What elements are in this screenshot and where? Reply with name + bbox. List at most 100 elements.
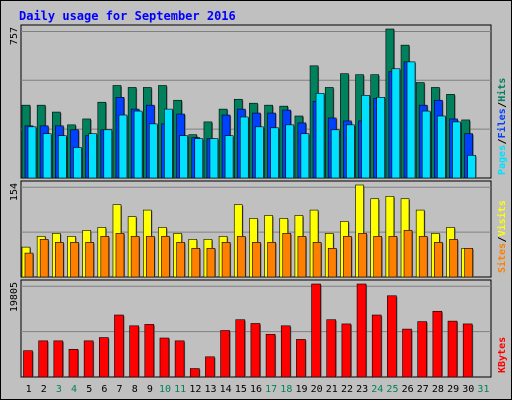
legend-visits: Visits (496, 200, 508, 236)
bar-sites (388, 236, 398, 278)
bar-kbytes (235, 319, 246, 378)
bar-kbytes (174, 340, 185, 378)
x-tick-label: 6 (101, 384, 107, 395)
bar-sites (221, 242, 231, 278)
x-tick-label: 22 (341, 384, 353, 395)
bar-pages (270, 127, 279, 179)
bar-kbytes (356, 283, 367, 378)
bar-sites (176, 242, 185, 278)
bar-pages (437, 115, 446, 179)
x-tick-label: 24 (371, 384, 383, 395)
bar-pages (239, 116, 249, 179)
bar-pages (88, 133, 97, 179)
bar-kbytes (432, 310, 443, 378)
bar-kbytes (447, 320, 458, 378)
bar-pages (179, 135, 188, 179)
bar-pages (224, 135, 234, 179)
legend-hits: Hits (496, 78, 508, 102)
bar-sites (418, 236, 428, 278)
bar-sites (100, 236, 110, 278)
panel-max-label: 757 (9, 27, 20, 45)
bar-sites (130, 236, 140, 278)
x-tick-label: 19 (295, 384, 307, 395)
x-tick-label: 5 (86, 384, 92, 395)
bar-pages (361, 95, 370, 179)
bar-kbytes (38, 340, 48, 378)
bar-kbytes (371, 314, 382, 378)
bar-sites (55, 242, 64, 278)
bar-kbytes (159, 337, 170, 378)
x-tick-label: 28 (432, 384, 444, 395)
bar-kbytes (114, 314, 124, 378)
bar-kbytes (220, 330, 230, 378)
x-tick-label: 21 (326, 384, 338, 395)
x-tick-label: 27 (417, 384, 429, 395)
x-tick-label: 10 (159, 384, 171, 395)
bar-sites (161, 236, 170, 278)
legend-separator: / (497, 138, 508, 144)
x-tick-label: 15 (235, 384, 247, 395)
bar-pages (209, 138, 219, 179)
panel-max-label: 154 (9, 183, 20, 201)
bar-kbytes (23, 350, 33, 378)
bar-pages (346, 124, 355, 179)
bar-sites (115, 233, 125, 278)
bar-sites (282, 233, 292, 278)
bar-pages (330, 129, 340, 179)
bar-pages (103, 129, 113, 179)
x-tick-label: 30 (462, 384, 474, 395)
bar-kbytes (402, 328, 412, 378)
x-tick-label: 4 (71, 384, 77, 395)
x-tick-label: 3 (56, 384, 62, 395)
x-tick-label: 23 (356, 384, 368, 395)
bar-kbytes (68, 348, 79, 378)
bar-kbytes (280, 325, 291, 378)
legend-sites: Sites (496, 243, 508, 273)
x-tick-label: 25 (386, 384, 398, 395)
bar-kbytes (296, 339, 306, 378)
bar-sites (343, 236, 352, 278)
bar-sites (403, 230, 413, 278)
bar-kbytes (311, 283, 321, 378)
x-tick-label: 1 (26, 384, 32, 395)
x-tick-label: 31 (477, 384, 489, 395)
bar-sites (24, 252, 34, 278)
bar-kbytes (129, 325, 139, 378)
x-tick-label: 18 (280, 384, 292, 395)
bar-kbytes (265, 333, 276, 378)
x-tick-label: 14 (220, 384, 232, 395)
bar-pages (118, 114, 128, 179)
chart-title: Daily usage for September 2016 (19, 9, 236, 23)
bar-pages (376, 96, 386, 179)
legend-files: Files (496, 108, 508, 138)
legend-pages: Pages (497, 145, 508, 175)
bar-sites (191, 248, 201, 278)
bar-sites (236, 236, 246, 278)
bar-sites (449, 239, 458, 278)
bar-pages (285, 124, 295, 179)
bar-pages (42, 133, 52, 179)
x-tick-label: 8 (132, 384, 138, 395)
x-tick-label: 12 (189, 384, 201, 395)
bar-kbytes (250, 323, 261, 378)
legend-separator: / (497, 102, 508, 108)
x-tick-label: 13 (204, 384, 216, 395)
bar-pages (300, 133, 310, 179)
bar-pages (421, 110, 431, 179)
bar-pages (164, 108, 173, 179)
legend-kbytes: KBytes (497, 337, 508, 373)
bar-pages (255, 126, 264, 179)
bar-sites (145, 236, 155, 278)
bar-sites (358, 233, 367, 278)
bar-sites (206, 248, 216, 278)
x-tick-label: 20 (311, 384, 323, 395)
panel-kbytes: 19805 KBytes (9, 279, 508, 378)
bar-sites (327, 248, 337, 278)
bar-sites (373, 236, 383, 278)
bar-sites (85, 242, 94, 278)
bar-pages (406, 61, 416, 179)
x-tick-label: 7 (117, 384, 123, 395)
bar-kbytes (53, 340, 64, 378)
bar-pages (58, 135, 67, 179)
